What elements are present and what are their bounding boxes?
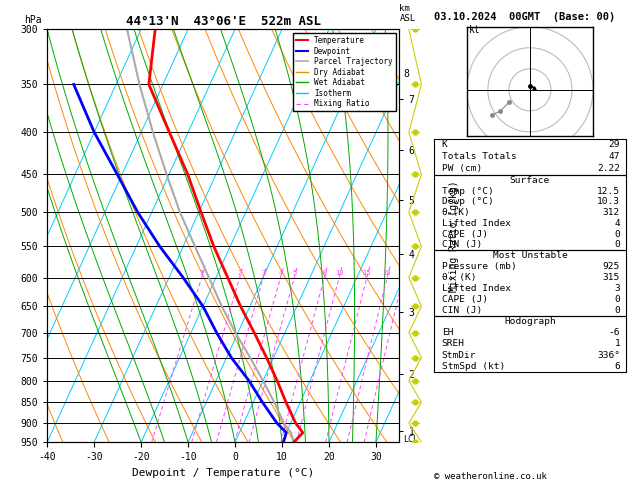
Text: 1: 1	[615, 339, 620, 348]
Legend: Temperature, Dewpoint, Parcel Trajectory, Dry Adiabat, Wet Adiabat, Isotherm, Mi: Temperature, Dewpoint, Parcel Trajectory…	[293, 33, 396, 111]
Text: Temp (°C): Temp (°C)	[442, 187, 493, 195]
Text: Totals Totals: Totals Totals	[442, 152, 516, 161]
Text: 5: 5	[292, 270, 296, 276]
Text: kt: kt	[469, 25, 481, 35]
Text: LCL: LCL	[403, 435, 418, 444]
Text: 12.5: 12.5	[597, 187, 620, 195]
X-axis label: Dewpoint / Temperature (°C): Dewpoint / Temperature (°C)	[132, 468, 314, 478]
Text: hPa: hPa	[25, 15, 42, 25]
Title: 44°13'N  43°06'E  522m ASL: 44°13'N 43°06'E 522m ASL	[126, 15, 321, 28]
Text: 925: 925	[603, 262, 620, 271]
Text: 0: 0	[615, 230, 620, 239]
Text: θₑ (K): θₑ (K)	[442, 273, 476, 282]
Text: -6: -6	[609, 328, 620, 337]
Text: © weatheronline.co.uk: © weatheronline.co.uk	[434, 472, 547, 481]
Text: 15: 15	[362, 270, 371, 276]
Text: 8: 8	[322, 270, 326, 276]
Text: km
ASL: km ASL	[399, 3, 416, 23]
Text: Hodograph: Hodograph	[504, 317, 556, 326]
Text: Surface: Surface	[510, 176, 550, 185]
Text: 8: 8	[403, 69, 409, 79]
Text: PW (cm): PW (cm)	[442, 164, 482, 174]
Text: StmDir: StmDir	[442, 350, 476, 360]
Text: Pressure (mb): Pressure (mb)	[442, 262, 516, 271]
Text: 315: 315	[603, 273, 620, 282]
Text: Lifted Index: Lifted Index	[442, 284, 511, 293]
Text: SREH: SREH	[442, 339, 465, 348]
Text: 1: 1	[199, 270, 204, 276]
Text: 10.3: 10.3	[597, 197, 620, 207]
Text: K: K	[442, 140, 447, 149]
Text: Most Unstable: Most Unstable	[493, 251, 567, 260]
Text: 4: 4	[279, 270, 282, 276]
Text: 29: 29	[609, 140, 620, 149]
Text: 0: 0	[615, 306, 620, 315]
Text: CIN (J): CIN (J)	[442, 306, 482, 315]
Text: 2: 2	[238, 270, 242, 276]
Text: 4: 4	[615, 219, 620, 228]
Text: 03.10.2024  00GMT  (Base: 00): 03.10.2024 00GMT (Base: 00)	[434, 12, 615, 22]
Text: 312: 312	[603, 208, 620, 217]
Text: CAPE (J): CAPE (J)	[442, 230, 487, 239]
Text: Lifted Index: Lifted Index	[442, 219, 511, 228]
Text: 0: 0	[615, 295, 620, 304]
Text: 3: 3	[615, 284, 620, 293]
Text: 10: 10	[335, 270, 343, 276]
Text: EH: EH	[442, 328, 453, 337]
Y-axis label: Mixing Ratio (g/kg): Mixing Ratio (g/kg)	[449, 180, 459, 292]
Text: 0: 0	[615, 241, 620, 249]
Text: StmSpd (kt): StmSpd (kt)	[442, 362, 505, 371]
Text: 47: 47	[609, 152, 620, 161]
Text: θₑ(K): θₑ(K)	[442, 208, 470, 217]
Text: 20: 20	[383, 270, 391, 276]
Text: 6: 6	[615, 362, 620, 371]
Text: 336°: 336°	[597, 350, 620, 360]
Text: CIN (J): CIN (J)	[442, 241, 482, 249]
Text: CAPE (J): CAPE (J)	[442, 295, 487, 304]
Text: 3: 3	[261, 270, 265, 276]
Text: Dewp (°C): Dewp (°C)	[442, 197, 493, 207]
Text: 2.22: 2.22	[597, 164, 620, 174]
